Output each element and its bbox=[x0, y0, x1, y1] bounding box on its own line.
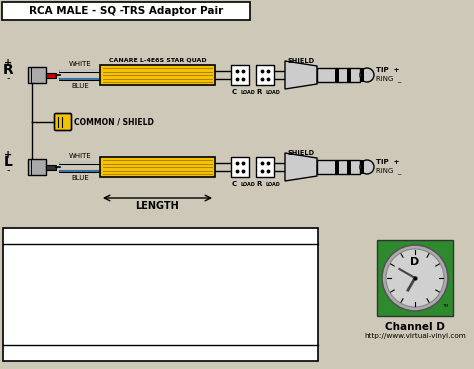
Text: CANARE L-4E6S STAR QUAD: CANARE L-4E6S STAR QUAD bbox=[109, 58, 206, 63]
Bar bbox=[347, 160, 351, 174]
Text: NOMINAL: NOMINAL bbox=[66, 231, 110, 241]
Bar bbox=[231, 65, 249, 85]
Bar bbox=[317, 160, 360, 174]
Text: COMMON / SHIELD: COMMON / SHIELD bbox=[74, 117, 154, 127]
Text: http://www.virtual-vinyl.com: http://www.virtual-vinyl.com bbox=[364, 333, 466, 339]
Ellipse shape bbox=[360, 160, 374, 174]
Polygon shape bbox=[285, 153, 317, 181]
Text: INSPECTED: INSPECTED bbox=[193, 348, 250, 358]
Bar bbox=[231, 157, 249, 177]
Bar bbox=[335, 160, 339, 174]
Text: RING  _: RING _ bbox=[376, 168, 401, 175]
Text: R: R bbox=[256, 89, 262, 95]
Text: OHM ±1 %: OHM ±1 % bbox=[123, 283, 168, 293]
Bar bbox=[2, 2, 250, 20]
Text: LOAD: LOAD bbox=[241, 182, 256, 187]
Text: -: - bbox=[6, 73, 10, 83]
Circle shape bbox=[386, 249, 444, 307]
Text: C: C bbox=[165, 303, 173, 313]
Text: +: + bbox=[4, 58, 12, 68]
Text: LOAD: LOAD bbox=[266, 182, 281, 187]
Bar bbox=[28, 67, 46, 83]
Text: +: + bbox=[4, 150, 12, 160]
Text: RING  _: RING _ bbox=[376, 76, 401, 82]
Bar bbox=[347, 68, 351, 82]
Text: LOAD: LOAD bbox=[15, 311, 34, 316]
Text: TM: TM bbox=[442, 304, 448, 308]
Polygon shape bbox=[285, 61, 317, 89]
Text: INCH: INCH bbox=[240, 255, 262, 265]
Text: WHITE: WHITE bbox=[69, 153, 91, 159]
Bar bbox=[256, 65, 274, 85]
Text: BLUE: BLUE bbox=[71, 175, 89, 181]
Text: VERIFIED: VERIFIED bbox=[240, 283, 280, 293]
Text: WHITE: WHITE bbox=[69, 61, 91, 67]
Bar bbox=[361, 68, 364, 82]
Text: LOAD: LOAD bbox=[266, 90, 281, 95]
Text: LENGTH: LENGTH bbox=[8, 254, 64, 266]
Text: MEASURED: MEASURED bbox=[207, 231, 259, 241]
Bar bbox=[256, 157, 274, 177]
Text: L: L bbox=[4, 155, 12, 169]
FancyBboxPatch shape bbox=[55, 114, 72, 131]
Text: SHIELD: SHIELD bbox=[287, 58, 315, 64]
Text: LOAD: LOAD bbox=[15, 282, 34, 287]
Bar bbox=[3, 228, 318, 361]
Text: SHIELD: SHIELD bbox=[287, 150, 315, 156]
Text: RCA MALE - SQ -TRS Adaptor Pair: RCA MALE - SQ -TRS Adaptor Pair bbox=[29, 6, 223, 16]
Bar bbox=[46, 72, 56, 77]
Bar bbox=[335, 68, 339, 82]
Text: R: R bbox=[256, 181, 262, 187]
Bar bbox=[28, 159, 46, 175]
Text: pF ±5 %: pF ±5 % bbox=[123, 313, 158, 321]
Text: -: - bbox=[6, 165, 10, 175]
Text: TIP  +: TIP + bbox=[376, 67, 400, 73]
Text: pF ±5 %: pF ±5 % bbox=[255, 313, 290, 321]
Bar bbox=[100, 65, 215, 85]
Text: R: R bbox=[3, 63, 13, 77]
Text: C: C bbox=[232, 181, 237, 187]
Bar bbox=[317, 68, 360, 82]
Text: D: D bbox=[410, 257, 419, 267]
Bar bbox=[58, 117, 62, 127]
Text: INVOICE REF.: INVOICE REF. bbox=[8, 348, 74, 358]
Text: R: R bbox=[8, 274, 17, 284]
Text: FOOT: FOOT bbox=[123, 255, 146, 265]
Circle shape bbox=[382, 245, 448, 311]
Text: TIP  +: TIP + bbox=[376, 159, 400, 165]
Text: C: C bbox=[8, 303, 16, 313]
Text: C: C bbox=[232, 89, 237, 95]
Bar bbox=[377, 240, 453, 316]
Text: BLUE: BLUE bbox=[71, 83, 89, 89]
Bar bbox=[46, 165, 56, 169]
Text: Channel D: Channel D bbox=[385, 322, 445, 332]
Ellipse shape bbox=[360, 68, 374, 82]
Bar bbox=[361, 160, 364, 174]
Text: TOTAL: TOTAL bbox=[173, 311, 195, 316]
Text: LENGTH: LENGTH bbox=[136, 201, 179, 211]
Text: LOAD: LOAD bbox=[241, 90, 256, 95]
Bar bbox=[100, 157, 215, 177]
